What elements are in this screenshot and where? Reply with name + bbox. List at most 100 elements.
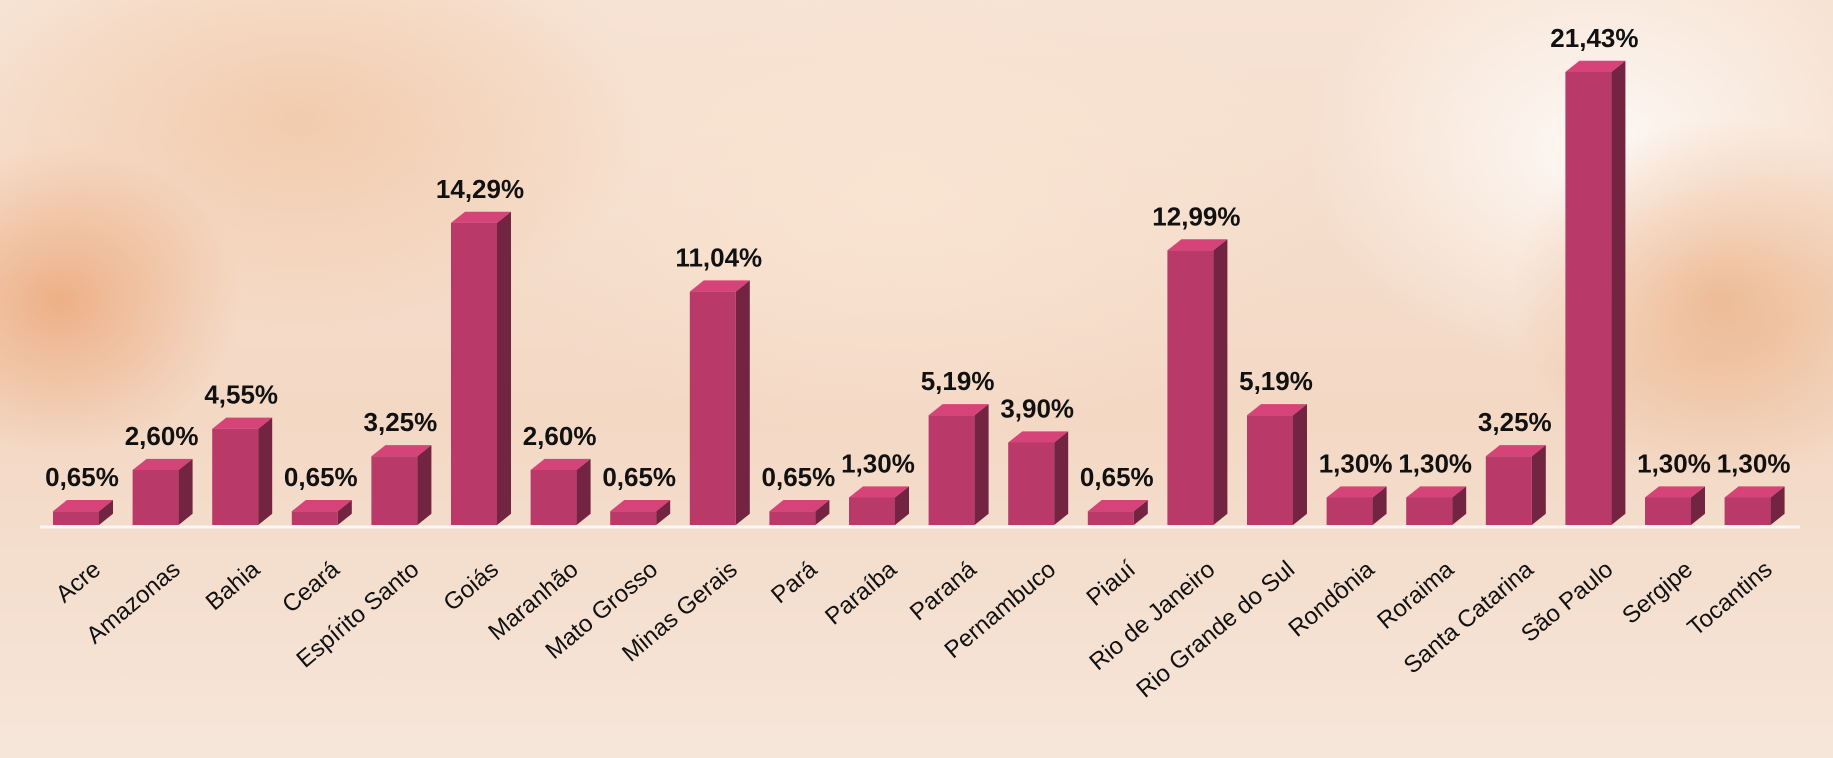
bar-front <box>371 456 418 525</box>
x-tick-label: Ceará <box>277 555 345 618</box>
bar <box>849 486 909 525</box>
bar-top <box>1406 486 1467 498</box>
bar-top <box>530 458 591 471</box>
bar-top <box>1724 486 1785 498</box>
value-label: 1,30% <box>1717 448 1791 478</box>
bar-front <box>1406 497 1453 525</box>
value-label: 14,29% <box>436 174 524 204</box>
bar-front <box>1485 456 1532 525</box>
value-label: 3,25% <box>364 407 438 437</box>
value-label: 0,65% <box>1080 462 1154 492</box>
bar-front <box>689 291 736 525</box>
bar-front <box>849 497 895 525</box>
bar-side <box>1133 500 1148 525</box>
bar <box>1724 486 1785 525</box>
bar-top <box>849 486 909 498</box>
value-label: 1,30% <box>1398 448 1472 478</box>
bar <box>928 404 989 525</box>
bar-front <box>928 415 975 525</box>
bar <box>689 280 750 525</box>
bar-top <box>451 211 511 223</box>
bar-top <box>1008 431 1069 443</box>
value-label: 4,55% <box>204 380 278 410</box>
value-label: 3,90% <box>1000 393 1074 423</box>
bar-top <box>1645 486 1705 498</box>
bar-side <box>417 445 432 525</box>
bar-side <box>258 417 273 525</box>
bar <box>1326 486 1387 525</box>
bar-top <box>769 500 830 512</box>
bar-top <box>689 280 750 292</box>
bar-front <box>1167 250 1214 525</box>
value-label: 1,30% <box>1637 448 1711 478</box>
x-tick-label: Paraná <box>905 555 982 626</box>
bar-top <box>371 445 432 457</box>
bar <box>371 445 432 525</box>
bar-top <box>1485 445 1546 457</box>
bar-side <box>1054 431 1069 525</box>
value-label: 11,04% <box>675 243 762 273</box>
bar <box>1087 500 1148 525</box>
bar-side <box>974 404 989 525</box>
x-tick-label: Piauí <box>1081 556 1141 612</box>
value-label: 5,19% <box>1239 366 1313 396</box>
x-tick-label: Tocantins <box>1683 556 1778 642</box>
bar-side <box>337 500 352 525</box>
bar <box>1645 486 1705 525</box>
value-label: 1,30% <box>841 448 915 478</box>
bar-top <box>53 500 113 512</box>
x-tick-label: Goiás <box>439 556 504 617</box>
value-label: 3,25% <box>1478 407 1552 437</box>
x-tick-label: Rondônia <box>1283 555 1380 642</box>
bar-side <box>1531 445 1546 525</box>
bar-front <box>1565 72 1612 525</box>
bar-front <box>451 222 497 525</box>
x-tick-label: Paraíba <box>820 555 902 630</box>
bar-side <box>735 280 750 525</box>
value-label: 0,65% <box>45 462 119 492</box>
bar-top <box>928 404 989 416</box>
bar <box>530 458 591 525</box>
bar-front <box>1087 511 1134 525</box>
bar-top <box>132 458 193 471</box>
bar <box>53 500 113 525</box>
x-tick-label: Bahia <box>201 555 266 616</box>
bar <box>1485 445 1546 525</box>
bar-front <box>530 470 577 525</box>
bar-side <box>895 486 909 525</box>
bar-front <box>132 470 179 525</box>
bar-side <box>1691 486 1705 525</box>
bar-front <box>291 511 338 525</box>
bar-side <box>1452 486 1467 525</box>
bar-front <box>1247 415 1293 525</box>
value-label: 5,19% <box>921 366 995 396</box>
bar-side <box>1770 486 1785 525</box>
bar-top <box>1247 404 1307 416</box>
bar-top <box>610 500 671 512</box>
value-label: 0,65% <box>602 462 676 492</box>
bar <box>1167 239 1228 525</box>
bar-top <box>1087 500 1148 512</box>
value-label: 12,99% <box>1152 201 1240 231</box>
bar-top <box>1565 60 1626 72</box>
x-tick-label: Acre <box>51 556 106 608</box>
bar-front <box>769 511 816 525</box>
bar-front <box>1645 497 1691 525</box>
bar <box>451 211 511 525</box>
bar-top <box>1326 486 1387 498</box>
bar-front <box>53 511 99 525</box>
bar <box>1406 486 1467 525</box>
bar-top <box>291 500 352 512</box>
x-tick-label: Pará <box>766 555 823 609</box>
bar-side <box>815 500 830 525</box>
bar-side <box>656 500 671 525</box>
value-label: 21,43% <box>1550 23 1638 53</box>
bar-side <box>1372 486 1387 525</box>
bar <box>291 500 352 525</box>
bar-side <box>576 458 591 525</box>
bar-top <box>1167 239 1228 251</box>
bar-side <box>497 211 511 525</box>
bar-front <box>1724 497 1771 525</box>
value-label: 0,65% <box>762 462 836 492</box>
bar-top <box>212 417 273 429</box>
